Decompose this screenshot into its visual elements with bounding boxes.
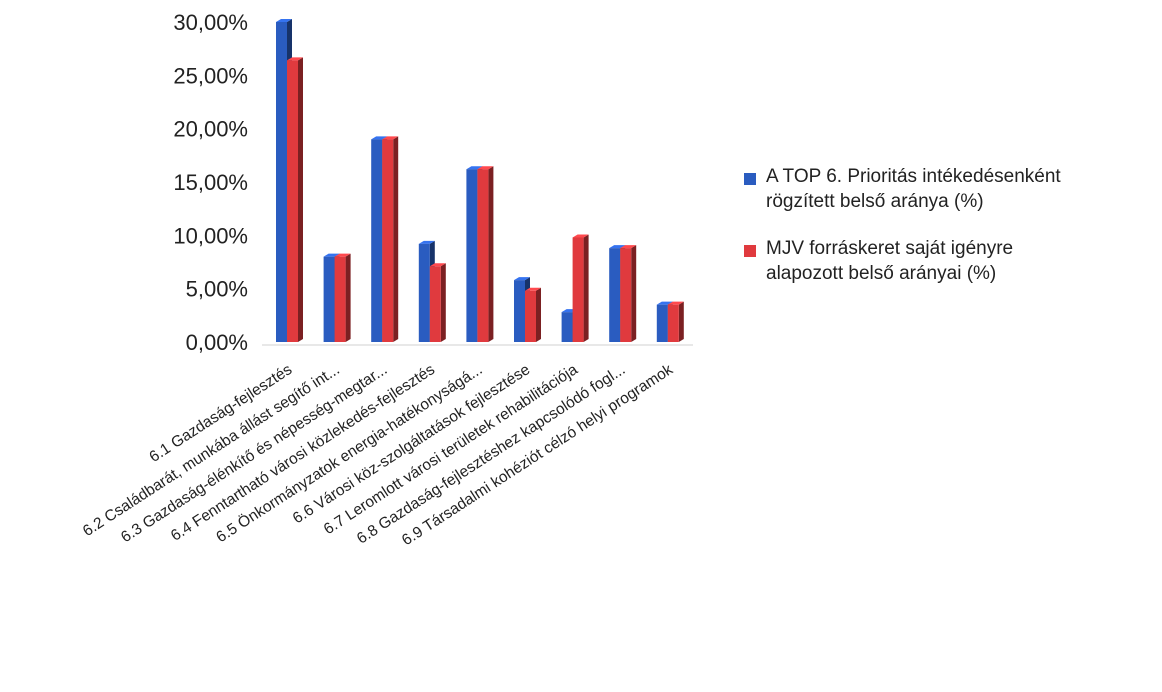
bars xyxy=(276,19,684,343)
y-tick-labels: 0,00% 5,00% 10,00% 15,00% 20,00% 25,00% 30,00% xyxy=(173,10,248,355)
y-tick-label: 15,00% xyxy=(173,170,248,195)
bar-series-2 xyxy=(667,301,684,342)
bar-series-2 xyxy=(477,166,494,342)
y-tick-label: 30,00% xyxy=(173,10,248,35)
bar-series-2 xyxy=(572,234,589,342)
legend: A TOP 6. Prioritás intékedésenként rögzí… xyxy=(742,164,1162,308)
legend-label-series-1-line-1: A TOP 6. Prioritás intékedésenként xyxy=(766,166,1061,187)
bar-series-2 xyxy=(382,136,399,342)
legend-item-series-2: MJV forráskeret saját igényre alapozott … xyxy=(742,236,1162,286)
y-tick-label: 10,00% xyxy=(173,223,248,248)
y-tick-label: 0,00% xyxy=(186,330,248,355)
legend-swatch-red xyxy=(744,245,756,257)
bar-series-2 xyxy=(525,287,541,342)
bar-series-2 xyxy=(334,253,351,342)
bar-series-2 xyxy=(429,263,446,342)
legend-swatch-blue xyxy=(744,173,756,185)
legend-label-series-2-line-2: alapozott belső arányai (%) xyxy=(766,263,997,284)
legend-label-series-2-line-1: MJV forráskeret saját igényre xyxy=(766,238,1014,259)
y-tick-label: 20,00% xyxy=(173,117,248,142)
legend-label-series-1-line-2: rögzített belső aránya (%) xyxy=(766,191,984,212)
y-tick-label: 25,00% xyxy=(173,63,248,88)
legend-item-series-1: A TOP 6. Prioritás intékedésenként rögzí… xyxy=(742,164,1162,214)
y-tick-label: 5,00% xyxy=(186,277,248,302)
bar-series-2 xyxy=(620,245,637,342)
bar-series-2 xyxy=(287,57,303,343)
